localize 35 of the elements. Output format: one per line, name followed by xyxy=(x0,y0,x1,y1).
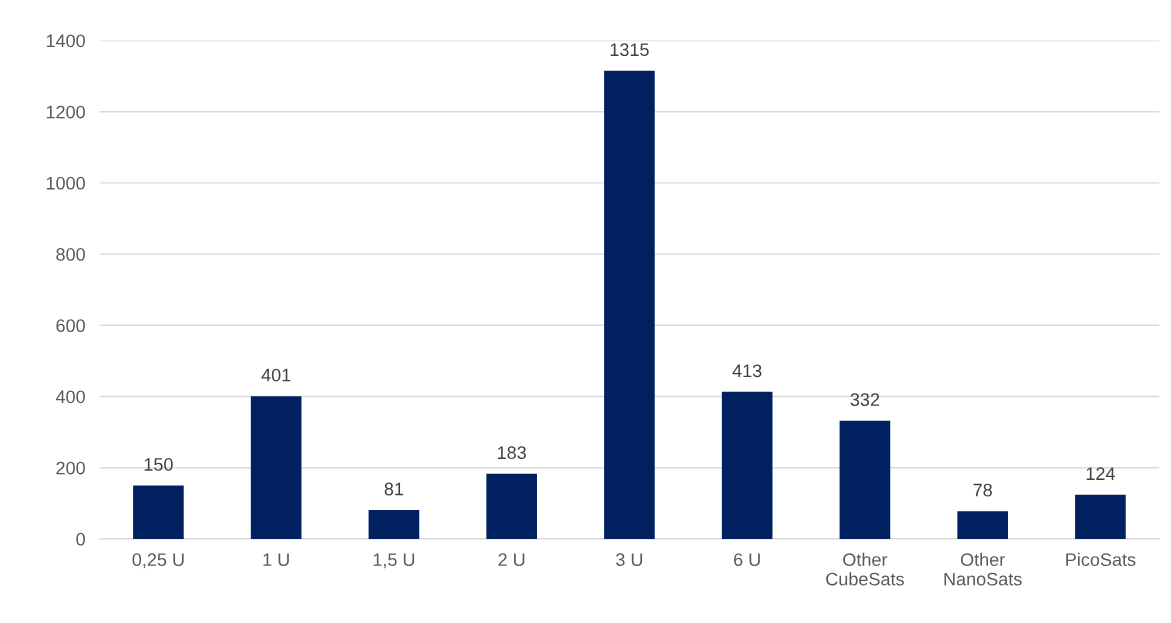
data-label: 413 xyxy=(732,364,762,378)
bar xyxy=(839,420,891,539)
y-tick-label: 1200 xyxy=(46,105,85,119)
data-label: 401 xyxy=(261,368,291,382)
y-tick-label: 1000 xyxy=(46,176,85,190)
x-tick-label: Other NanoSats xyxy=(944,552,1022,586)
y-tick-label: 1400 xyxy=(46,34,85,48)
data-label: 150 xyxy=(144,458,173,471)
bar xyxy=(1075,494,1126,539)
data-label: 78 xyxy=(973,483,992,497)
data-label: 183 xyxy=(497,446,526,460)
x-tick-label: 3 U xyxy=(616,553,643,567)
x-tick-label: 0,25 U xyxy=(132,553,184,569)
y-tick-label: 600 xyxy=(56,319,85,333)
y-tick-label: 0 xyxy=(76,532,85,546)
bar xyxy=(250,396,302,539)
bar xyxy=(368,510,420,539)
data-label: 332 xyxy=(850,393,880,407)
y-tick-label: 800 xyxy=(56,248,85,261)
y-tick-label: 400 xyxy=(55,390,85,404)
bar xyxy=(486,473,537,539)
data-label: 81 xyxy=(384,482,404,496)
bar xyxy=(604,70,655,539)
x-tick-label: Other CubeSats xyxy=(826,552,904,586)
x-tick-label: 1,5 U xyxy=(373,553,415,569)
x-tick-label: PicoSats xyxy=(1066,552,1136,567)
bar xyxy=(721,391,773,539)
data-label: 124 xyxy=(1086,467,1115,480)
bar xyxy=(957,511,1008,539)
data-label: 1315 xyxy=(610,43,649,57)
bar xyxy=(133,485,184,539)
x-tick-label: 1 U xyxy=(263,553,289,567)
x-tick-label: 6 U xyxy=(734,553,760,567)
y-tick-label: 200 xyxy=(56,461,85,475)
x-tick-label: 2 U xyxy=(498,553,525,567)
